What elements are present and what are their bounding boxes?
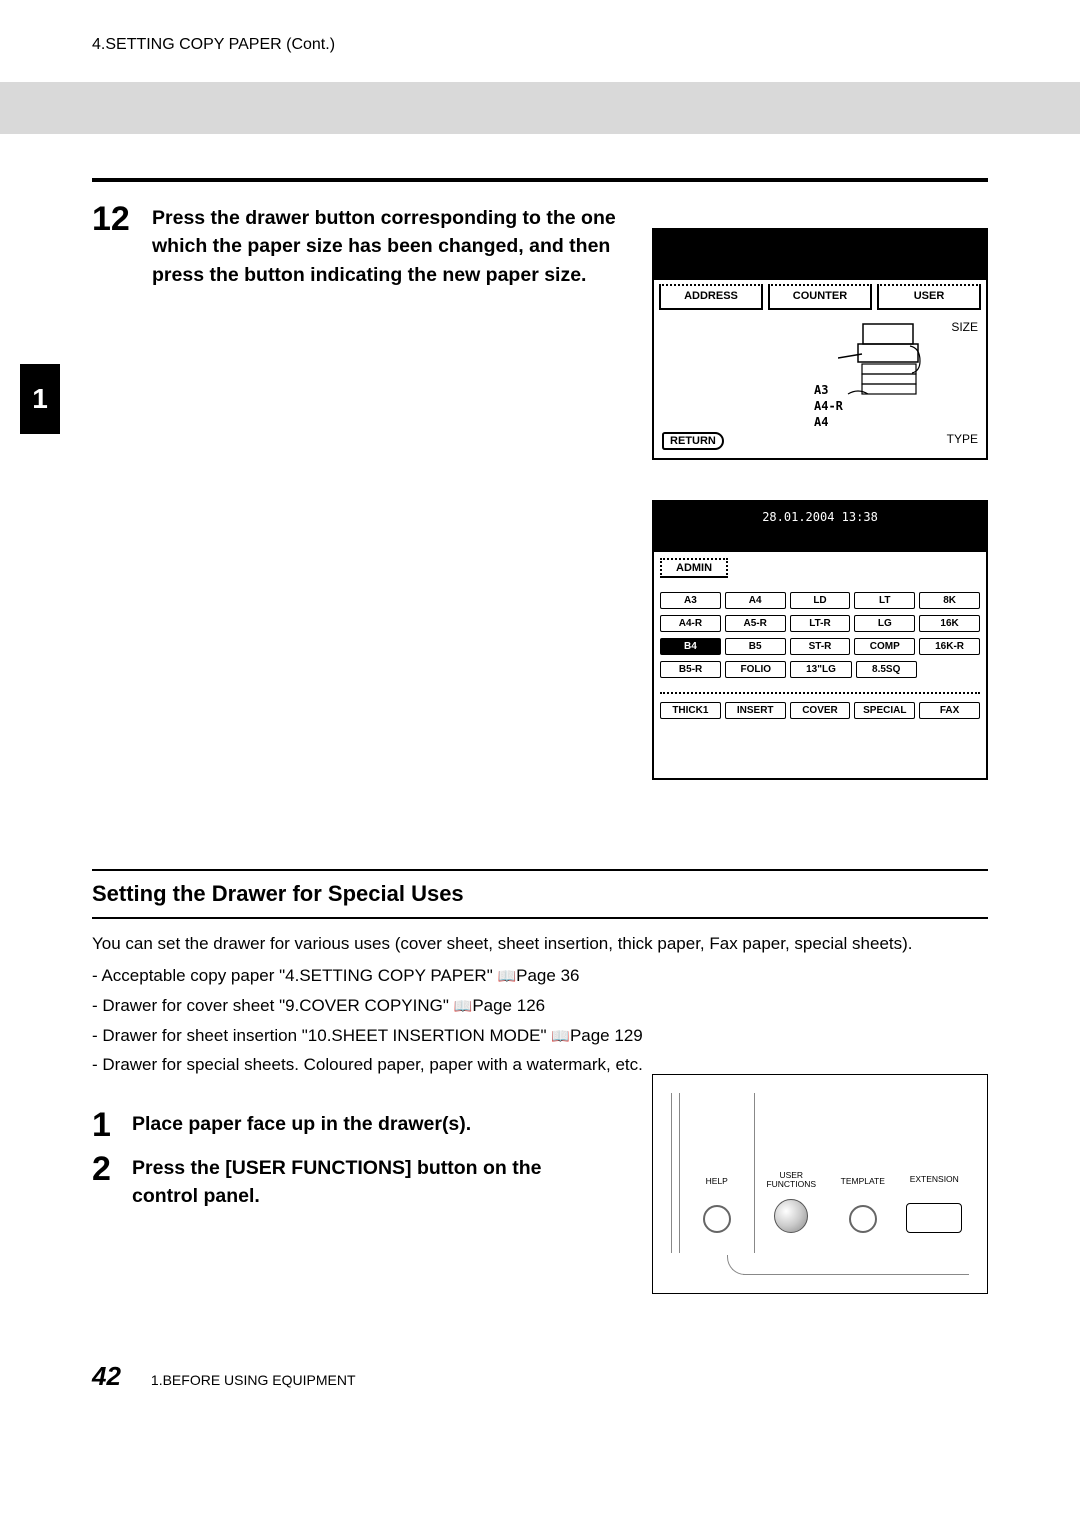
footer-text: 1.BEFORE USING EQUIPMENT: [151, 1372, 356, 1388]
book-icon: 📖: [454, 994, 473, 1020]
template-button-icon: [849, 1205, 877, 1233]
size-button-a5-r[interactable]: A5-R: [725, 615, 786, 632]
header-breadcrumb: 4.SETTING COPY PAPER (Cont.): [0, 0, 1080, 82]
tab-counter[interactable]: COUNTER: [768, 284, 872, 310]
list-item: Drawer for sheet insertion "10.SHEET INS…: [92, 1021, 988, 1051]
section-rule-bottom: [92, 917, 988, 919]
extension-button-icon: [906, 1203, 962, 1233]
page-number: 42: [92, 1361, 121, 1392]
step-12-number: 12: [92, 202, 136, 289]
size-button-folio[interactable]: FOLIO: [725, 661, 786, 678]
help-button-icon: [703, 1205, 731, 1233]
size-button-lt-r[interactable]: LT-R: [790, 615, 851, 632]
size-button-comp[interactable]: COMP: [854, 638, 915, 655]
size-button-lt[interactable]: LT: [854, 592, 915, 609]
size-button-13"lg[interactable]: 13"LG: [790, 661, 851, 678]
type-button-special[interactable]: SPECIAL: [854, 702, 915, 719]
list-item: Drawer for cover sheet "9.COVER COPYING"…: [92, 991, 988, 1021]
size-button-a3[interactable]: A3: [660, 592, 721, 609]
type-button-insert[interactable]: INSERT: [725, 702, 786, 719]
panel-label-help: HELP: [706, 1177, 728, 1201]
size-button-b4[interactable]: B4: [660, 638, 721, 655]
size-button-lg[interactable]: LG: [854, 615, 915, 632]
panel-label-template: TEMPLATE: [841, 1177, 885, 1201]
tab-address[interactable]: ADDRESS: [659, 284, 763, 310]
footer: 42 1.BEFORE USING EQUIPMENT: [0, 1361, 1080, 1432]
size-label: SIZE: [951, 320, 978, 334]
return-button[interactable]: RETURN: [662, 432, 724, 450]
screen2-datetime: 28.01.2004 13:38: [654, 502, 986, 552]
type-button-fax[interactable]: FAX: [919, 702, 980, 719]
size-button-b5-r[interactable]: B5-R: [660, 661, 721, 678]
user-functions-button-icon: [774, 1199, 808, 1233]
step-1-number: 1: [92, 1108, 120, 1142]
size-button-b5[interactable]: B5: [725, 638, 786, 655]
bullet-list: Acceptable copy paper "4.SETTING COPY PA…: [92, 961, 988, 1080]
step-2-text: Press the [USER FUNCTIONS] button on the…: [132, 1152, 592, 1211]
size-button-16k[interactable]: 16K: [919, 615, 980, 632]
step-1-text: Place paper face up in the drawer(s).: [132, 1108, 471, 1138]
top-rule: [92, 178, 988, 182]
control-panel-diagram: HELP USER FUNCTIONS TEMPLATE EXTENSION: [652, 1074, 988, 1294]
type-button-cover[interactable]: COVER: [790, 702, 851, 719]
size-button-ld[interactable]: LD: [790, 592, 851, 609]
tab-user[interactable]: USER: [877, 284, 981, 310]
size-button-a4-r[interactable]: A4-R: [660, 615, 721, 632]
book-icon: 📖: [497, 964, 516, 990]
size-button-8k[interactable]: 8K: [919, 592, 980, 609]
step-2-number: 2: [92, 1152, 120, 1186]
paper-size-grid: A3A4LDLT8K A4-RA5-RLT-RLG16K B4B5ST-RCOMP1…: [654, 578, 986, 688]
header-gray-band: [0, 82, 1080, 134]
type-label: TYPE: [947, 432, 978, 446]
panel-label-extension: EXTENSION: [910, 1175, 959, 1199]
size-button-8.5sq[interactable]: 8.5SQ: [856, 661, 917, 678]
list-item: Acceptable copy paper "4.SETTING COPY PA…: [92, 961, 988, 991]
size-button-blank: [921, 661, 980, 678]
section-title: Setting the Drawer for Special Uses: [92, 871, 988, 917]
book-icon: 📖: [551, 1024, 570, 1050]
printer-icon: [838, 316, 928, 411]
size-button-a4[interactable]: A4: [725, 592, 786, 609]
chapter-tab: 1: [20, 364, 60, 434]
section-intro: You can set the drawer for various uses …: [92, 931, 988, 957]
size-button-st-r[interactable]: ST-R: [790, 638, 851, 655]
paper-size-labels: A3 A4-R A4: [814, 382, 843, 430]
size-button-16k-r[interactable]: 16K-R: [919, 638, 980, 655]
step-12-text: Press the drawer button corresponding to…: [152, 202, 622, 289]
panel-label-userfn: USER FUNCTIONS: [766, 1171, 816, 1195]
tab-admin[interactable]: ADMIN: [660, 558, 728, 578]
lcd-screen-1: ADDRESS COUNTER USER SIZE TYPE: [652, 228, 988, 460]
type-button-thick1[interactable]: THICK1: [660, 702, 721, 719]
lcd-screen-2: 28.01.2004 13:38 ADMIN A3A4LDLT8K A4-RA5-…: [652, 500, 988, 780]
